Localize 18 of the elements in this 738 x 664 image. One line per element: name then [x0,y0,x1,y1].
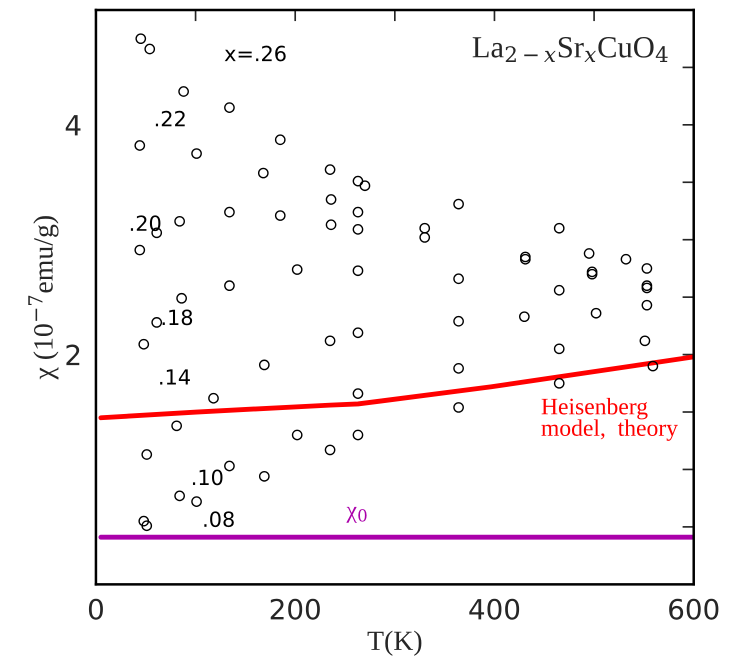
text: x=.26 [224,46,286,62]
text: La$_{2−x}$Sr$_{x}$CuO$_{4}$ [472,37,668,62]
series-label: .20 [130,215,160,232]
x-axis-title: T(K) [368,630,422,656]
y-axis-title: χ (10$^{−7}$emu/g) [28,216,59,380]
x-tick-label: 200 [270,598,320,620]
series-label: .08 [204,511,234,528]
series-label: .10 [192,469,222,486]
x-tick-label: 600 [669,598,718,620]
series-label: .18 [162,310,192,326]
y-tick-label: 2 [66,344,80,366]
series-label: Heisenberg model, theory [541,398,678,441]
series-label: χ$_{0}$ [346,506,367,523]
x-tick-label: 400 [469,598,520,620]
x-tick-label: 0 [88,598,103,620]
series-label: .14 [160,369,190,385]
series-label: .22 [156,110,185,126]
y-tick-label: 4 [66,115,80,136]
